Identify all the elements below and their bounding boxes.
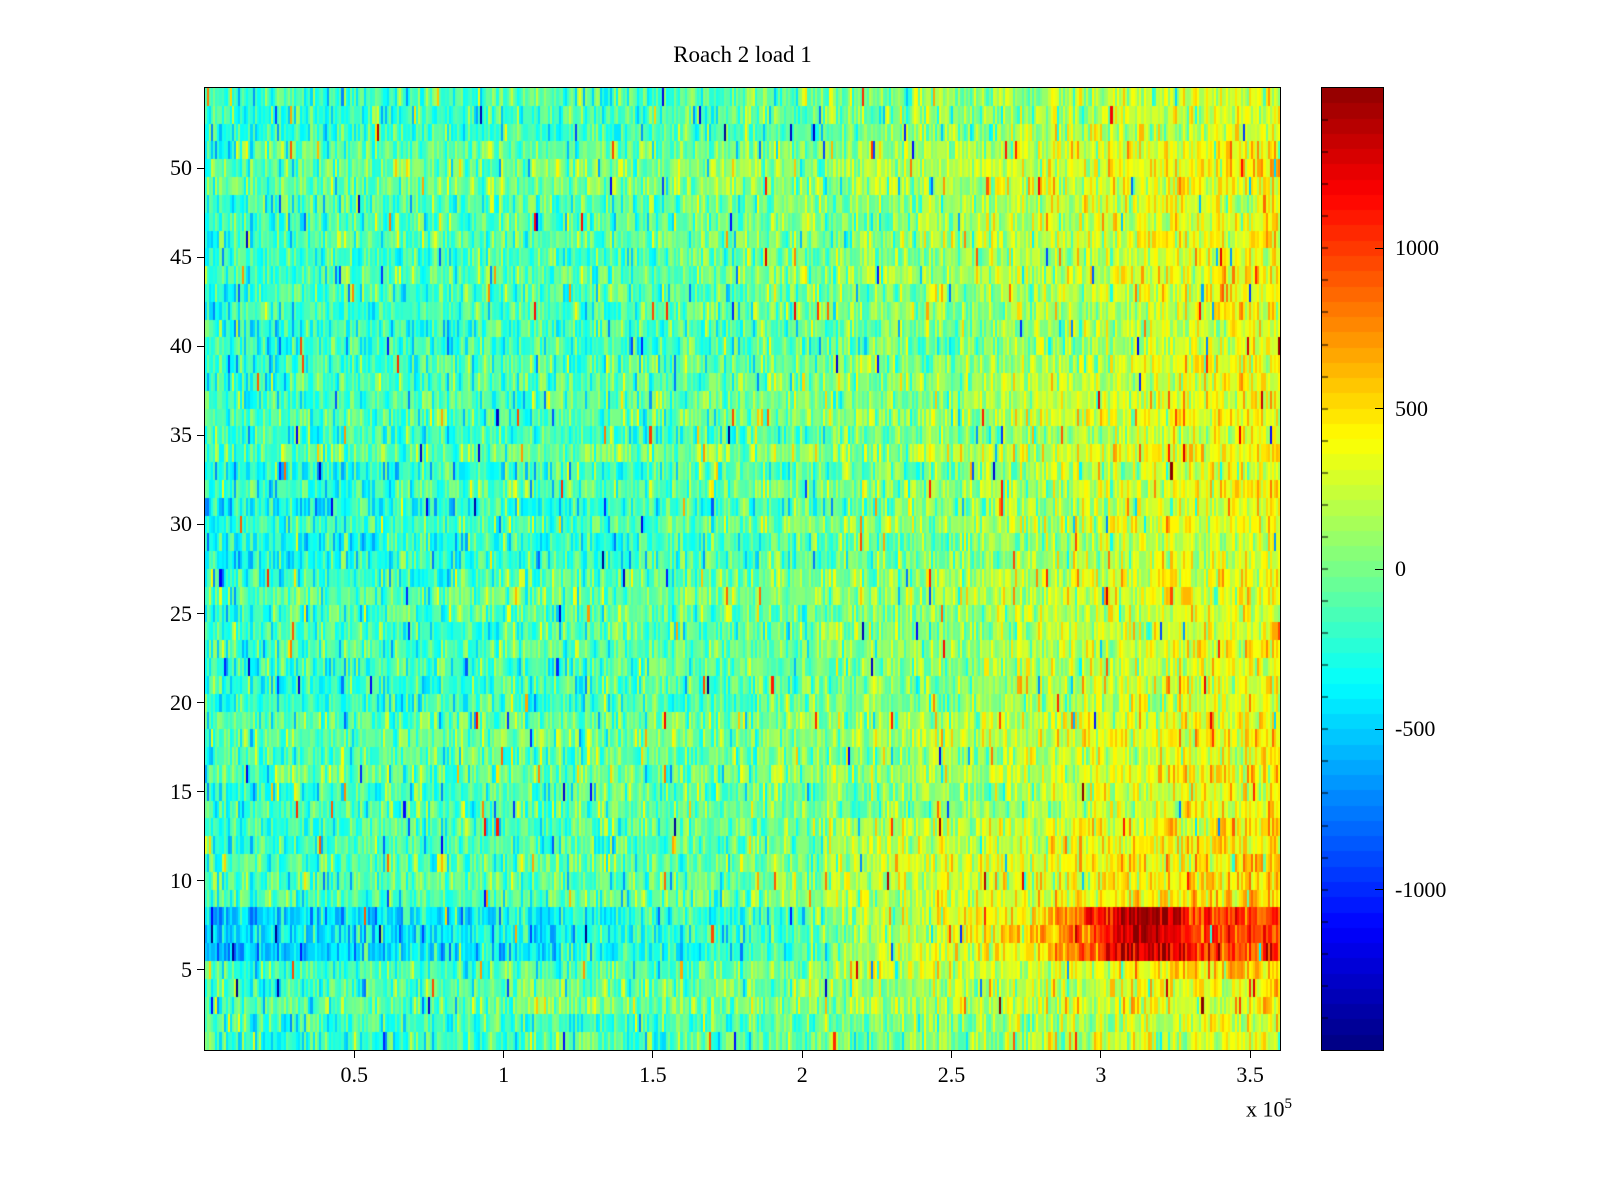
x-tick-mark — [652, 1050, 654, 1058]
chart-title: Roach 2 load 1 — [673, 42, 812, 67]
x-tick-label: 3.5 — [1236, 1062, 1264, 1087]
x-tick-mark — [503, 1050, 505, 1058]
y-tick-label: 15 — [170, 778, 192, 804]
colorbar-tick-mark — [1375, 728, 1383, 730]
y-tick-label: 20 — [170, 689, 192, 715]
x-tick-label: 3 — [1095, 1062, 1107, 1087]
colorbar-tick-mark — [1375, 408, 1383, 410]
y-tick-label: 45 — [170, 244, 192, 270]
x-tick-mark — [951, 1050, 953, 1058]
y-tick-mark — [197, 256, 205, 258]
y-tick-mark — [197, 702, 205, 704]
y-tick-label: 50 — [170, 155, 192, 181]
x-exponent-base: x 10 — [1246, 1096, 1285, 1122]
heatmap-canvas — [205, 88, 1280, 1050]
x-tick-mark — [1249, 1050, 1251, 1058]
y-tick-mark — [197, 791, 205, 793]
y-tick-label: 25 — [170, 600, 192, 626]
colorbar-tick-label: -500 — [1395, 716, 1436, 742]
y-tick-label: 30 — [170, 511, 192, 537]
colorbar-tick-label: 1000 — [1395, 235, 1439, 261]
y-tick-mark — [197, 434, 205, 436]
colorbar-tick-label: -1000 — [1395, 876, 1447, 902]
colorbar-tick-mark — [1375, 568, 1383, 570]
x-tick-label: 0.5 — [340, 1062, 369, 1087]
x-tick-mark — [1100, 1050, 1102, 1058]
x-tick-mark — [353, 1050, 355, 1058]
x-tick-mark — [801, 1050, 803, 1058]
y-tick-label: 40 — [170, 333, 192, 359]
y-tick-label: 10 — [170, 867, 192, 893]
x-tick-label: 2.5 — [937, 1062, 966, 1087]
colorbar-tick-mark — [1375, 889, 1383, 891]
y-tick-label: 35 — [170, 422, 192, 448]
colorbar-canvas — [1322, 88, 1383, 1050]
x-tick-label: 2 — [796, 1062, 808, 1087]
y-tick-mark — [197, 167, 205, 169]
x-tick-label: 1 — [498, 1062, 510, 1087]
colorbar-tick-mark — [1375, 247, 1383, 249]
y-tick-mark — [197, 523, 205, 525]
x-tick-label: 1.5 — [639, 1062, 667, 1087]
y-tick-label: 5 — [181, 956, 192, 982]
y-tick-mark — [197, 969, 205, 971]
x-exponent-power: 5 — [1284, 1096, 1293, 1112]
colorbar-tick-label: 500 — [1395, 395, 1428, 421]
y-tick-mark — [197, 345, 205, 347]
y-tick-mark — [197, 613, 205, 615]
colorbar-tick-label: 0 — [1395, 556, 1406, 581]
x-axis-exponent-label: x 105 — [1180, 1096, 1292, 1122]
y-tick-mark — [197, 880, 205, 882]
